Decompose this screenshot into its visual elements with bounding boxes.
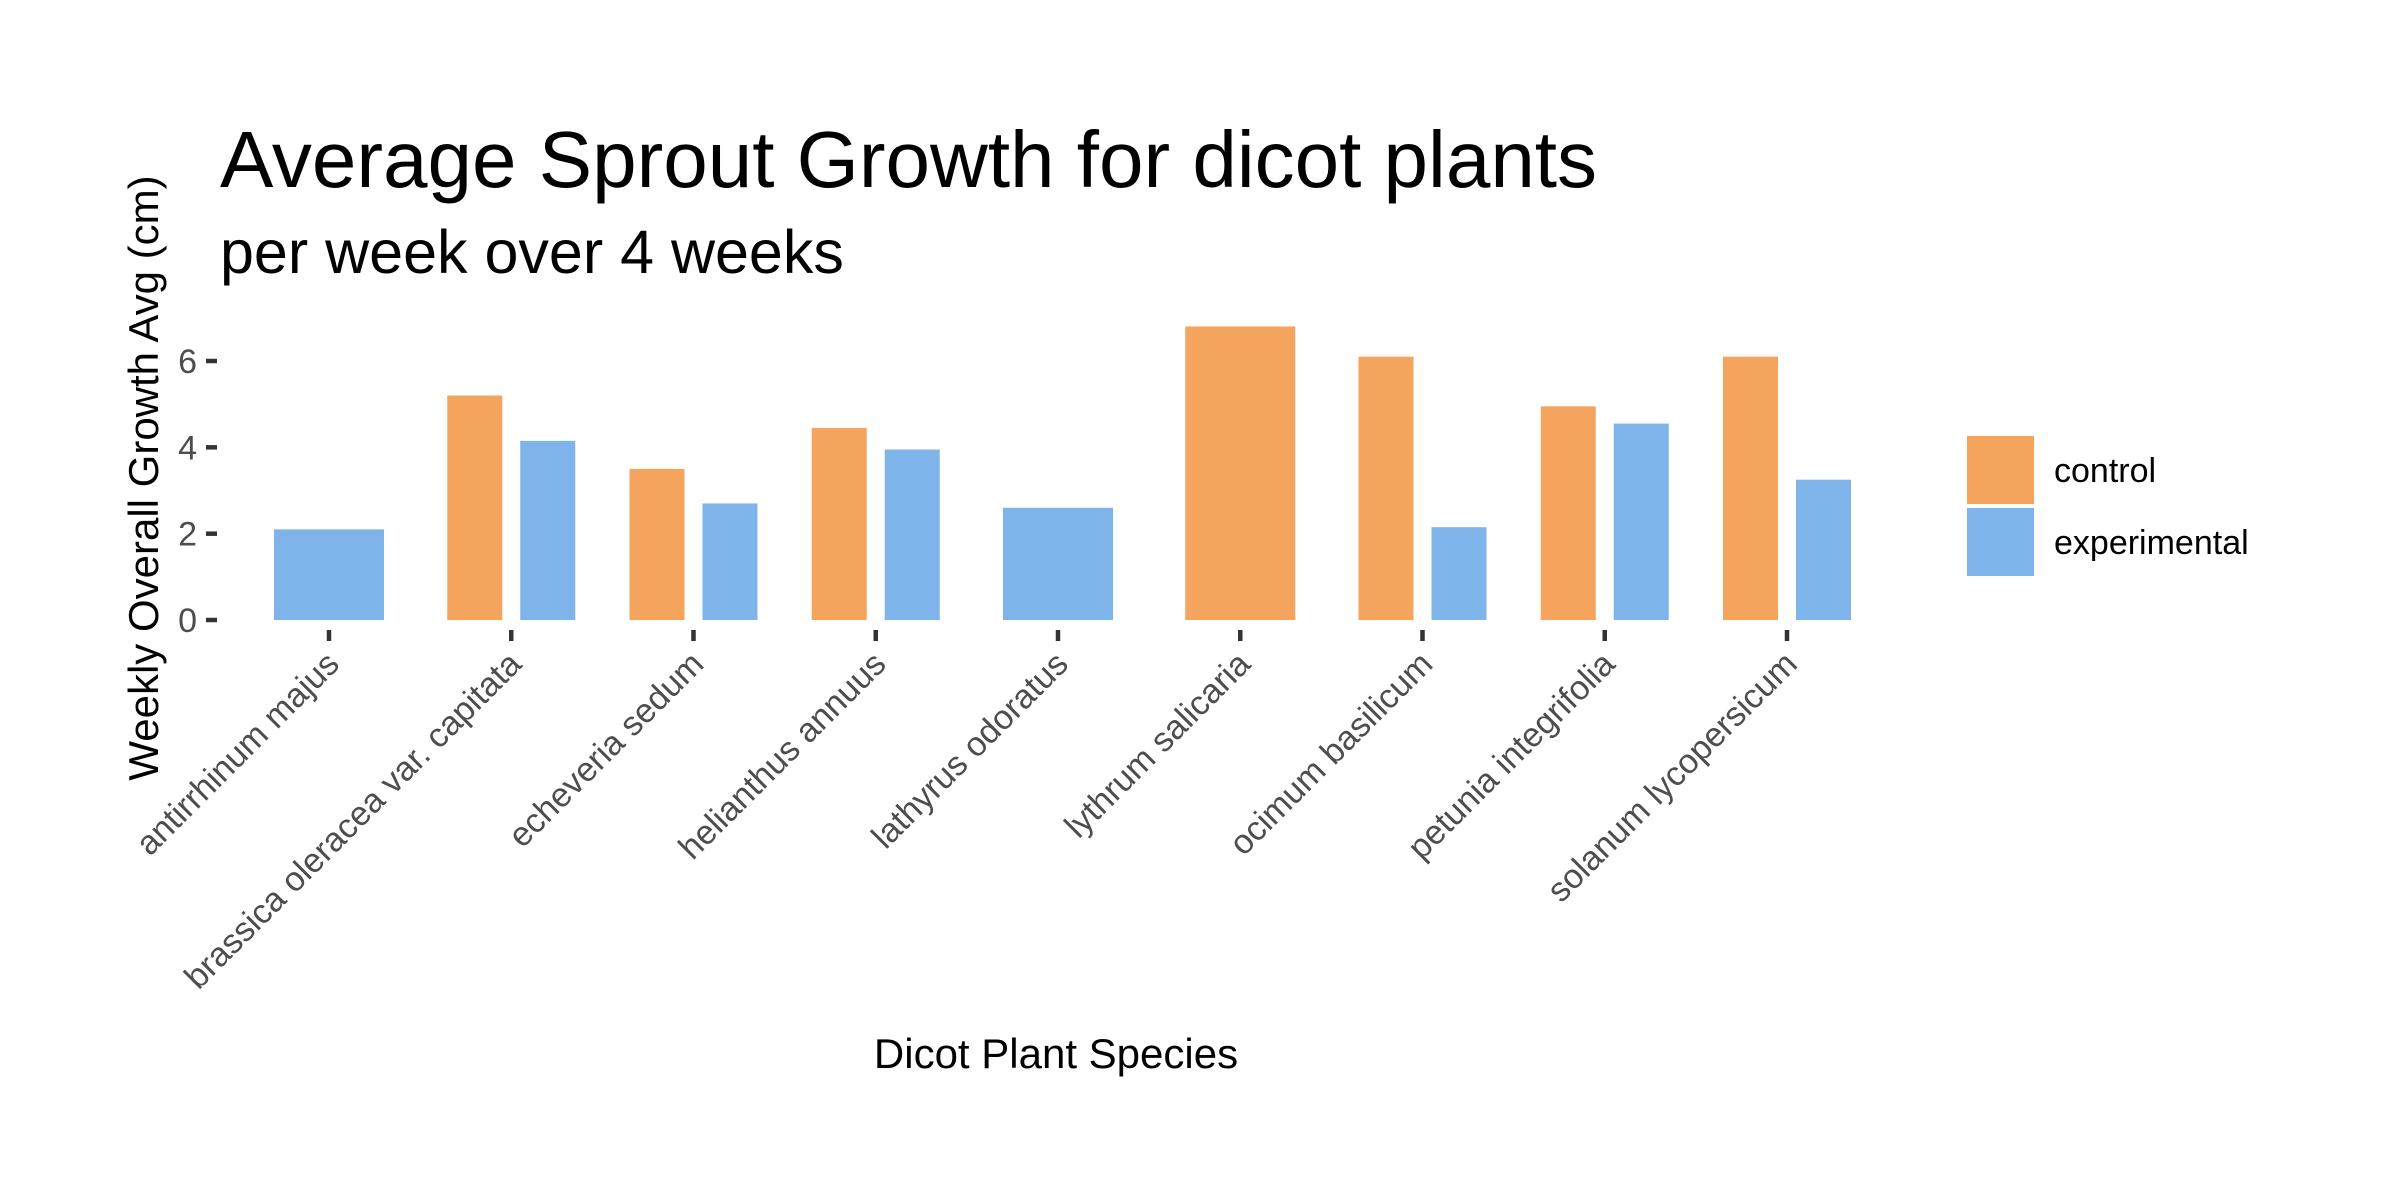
bar-experimental [702, 503, 758, 620]
bar-experimental [1796, 479, 1851, 620]
bar-control [1185, 326, 1296, 620]
bar-experimental [884, 449, 940, 620]
x-tick-label: lathyrus odoratus [864, 645, 1075, 856]
x-axis-title: Dicot Plant Species [874, 1030, 1238, 1077]
bar-control [1723, 356, 1778, 620]
legend: control experimental [1967, 436, 2249, 576]
y-tick-label: 6 [178, 343, 197, 381]
x-tick-label: brassica oleracea var. capitata [177, 645, 529, 997]
legend-key-experimental [1967, 508, 2034, 576]
chart-subtitle: per week over 4 weeks [220, 218, 844, 286]
bar-control [811, 427, 867, 620]
y-tick-label: 0 [178, 602, 197, 640]
y-tick-label: 4 [178, 429, 197, 467]
x-tick-label: lythrum salicaria [1057, 645, 1258, 846]
bar-experimental [1613, 423, 1669, 620]
bar-control [447, 395, 503, 620]
y-tick-label: 2 [178, 516, 197, 554]
bar-experimental [1003, 507, 1113, 620]
legend-label-experimental: experimental [2054, 524, 2249, 562]
x-tick-label: echeveria sedum [501, 645, 711, 855]
y-axis: 0 2 4 6 [178, 343, 217, 640]
legend-key-control [1967, 436, 2034, 504]
x-tick-label: ocimum basilicum [1222, 645, 1440, 863]
y-axis-title: Weekly Overall Growth Avg (cm) [120, 175, 167, 780]
bars-layer [274, 326, 1851, 620]
bar-control [1358, 356, 1414, 620]
bar-control [629, 468, 685, 620]
bar-experimental [274, 529, 384, 620]
bar-experimental [1431, 527, 1487, 620]
bar-control [1540, 406, 1596, 620]
bar-experimental [520, 440, 576, 620]
chart-title: Average Sprout Growth for dicot plants [220, 115, 1597, 204]
legend-label-control: control [2054, 452, 2156, 490]
